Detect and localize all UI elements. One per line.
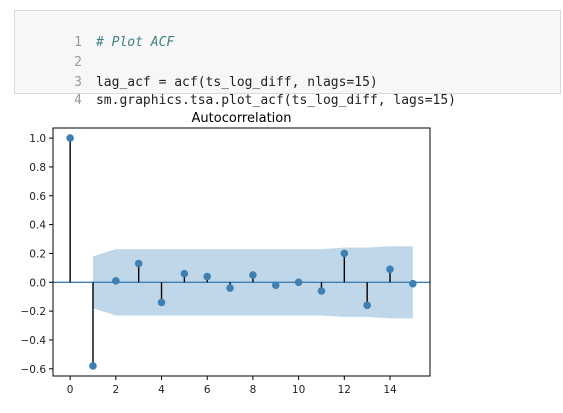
acf-marker xyxy=(386,265,394,274)
x-tick-label: 8 xyxy=(250,384,257,396)
y-tick-label: −0.6 xyxy=(21,364,47,376)
acf-marker xyxy=(203,272,212,281)
y-tick-label: 0.6 xyxy=(29,191,46,203)
plot-frame xyxy=(52,127,431,377)
code-line-4: 4 sm.graphics.tsa.plot_acf(ts_log_diff, l… xyxy=(15,74,456,108)
acf-marker xyxy=(157,298,166,307)
line-number: 1 xyxy=(74,35,82,50)
y-tick-label: −0.2 xyxy=(21,306,47,318)
acf-marker xyxy=(66,134,74,142)
acf-marker xyxy=(317,287,326,295)
code-text: sm.graphics.tsa.plot_acf(ts_log_diff, la… xyxy=(95,93,456,108)
acf-marker xyxy=(226,284,234,292)
code-text: lag_acf = acf(ts_log_diff, nlags=15) xyxy=(95,75,378,90)
plot-output: Autocorrelation 1.0 0.8 0.6 0.4 0.2 0.0 −0.2 −0.… xyxy=(14,108,444,408)
x-tick-label: 0 xyxy=(67,384,74,396)
acf-marker xyxy=(134,259,143,268)
acf-marker xyxy=(294,278,303,287)
line-number: 2 xyxy=(74,55,82,70)
code-comment: # Plot ACF xyxy=(95,35,175,50)
acf-marker xyxy=(112,277,120,285)
y-tick-label: 0.0 xyxy=(29,277,46,289)
line-number: 3 xyxy=(74,75,82,90)
acf-marker xyxy=(180,269,189,278)
y-tick-label: 0.8 xyxy=(29,162,46,174)
x-tick-label: 10 xyxy=(292,384,305,396)
autocorrelation-chart: Autocorrelation 1.0 0.8 0.6 0.4 0.2 0.0 −0.2 −0.… xyxy=(21,111,431,396)
code-line-1: 1 # Plot ACF xyxy=(15,16,174,50)
acf-marker xyxy=(271,281,280,289)
y-tick-label: 0.2 xyxy=(29,248,46,260)
x-tick-label: 2 xyxy=(112,384,119,396)
x-tick-label: 4 xyxy=(158,384,165,396)
chart-title: Autocorrelation xyxy=(192,111,292,126)
y-tick-label: 0.4 xyxy=(29,220,46,232)
x-tick-label: 14 xyxy=(383,384,397,396)
y-tick-label: −0.4 xyxy=(21,335,47,347)
acf-marker xyxy=(409,279,417,288)
acf-marker xyxy=(340,249,349,258)
code-line-3: 3 lag_acf = acf(ts_log_diff, nlags=15) xyxy=(15,56,378,90)
acf-marker xyxy=(89,362,97,370)
acf-marker xyxy=(363,301,371,310)
x-tick-label: 12 xyxy=(338,384,351,396)
code-line-2: 2 xyxy=(15,36,96,70)
acf-marker xyxy=(249,271,257,279)
line-number: 4 xyxy=(74,93,82,108)
code-cell[interactable]: 1 # Plot ACF 2 3 lag_acf = acf(ts_log_diff… xyxy=(14,10,561,108)
y-tick-label: 1.0 xyxy=(29,133,46,145)
x-tick-label: 6 xyxy=(204,384,211,396)
